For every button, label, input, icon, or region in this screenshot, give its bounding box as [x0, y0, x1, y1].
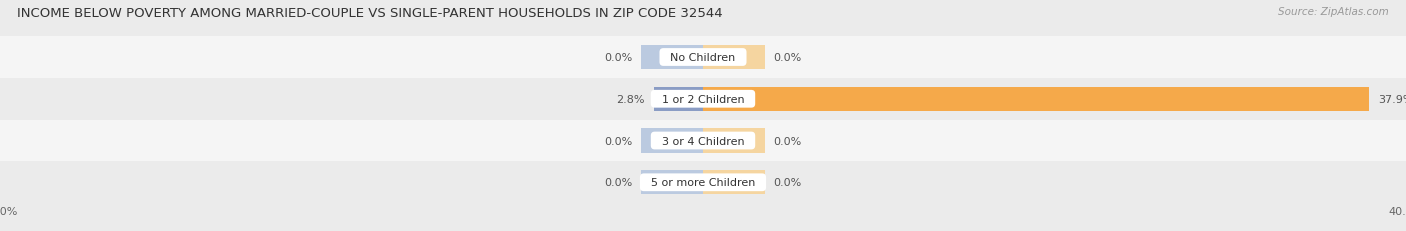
Bar	[0, 120, 1406, 162]
Bar	[641, 129, 703, 153]
Text: INCOME BELOW POVERTY AMONG MARRIED-COUPLE VS SINGLE-PARENT HOUSEHOLDS IN ZIP COD: INCOME BELOW POVERTY AMONG MARRIED-COUPL…	[17, 7, 723, 20]
Bar	[641, 46, 703, 70]
Bar	[641, 170, 703, 195]
Text: 2.8%: 2.8%	[616, 94, 645, 104]
Text: 0.0%: 0.0%	[605, 177, 633, 188]
Text: No Children: No Children	[664, 53, 742, 63]
Bar	[654, 87, 703, 111]
Bar	[0, 79, 1406, 120]
Bar	[703, 87, 1369, 111]
Bar	[0, 162, 1406, 203]
Text: 3 or 4 Children: 3 or 4 Children	[655, 136, 751, 146]
Text: 0.0%: 0.0%	[605, 136, 633, 146]
Text: 0.0%: 0.0%	[773, 177, 801, 188]
Text: Source: ZipAtlas.com: Source: ZipAtlas.com	[1278, 7, 1389, 17]
Bar	[703, 46, 765, 70]
Text: 0.0%: 0.0%	[773, 53, 801, 63]
Text: 37.9%: 37.9%	[1378, 94, 1406, 104]
Bar	[703, 129, 765, 153]
Text: 1 or 2 Children: 1 or 2 Children	[655, 94, 751, 104]
Bar	[0, 37, 1406, 79]
Bar	[703, 170, 765, 195]
Text: 0.0%: 0.0%	[773, 136, 801, 146]
Text: 5 or more Children: 5 or more Children	[644, 177, 762, 188]
Text: 0.0%: 0.0%	[605, 53, 633, 63]
